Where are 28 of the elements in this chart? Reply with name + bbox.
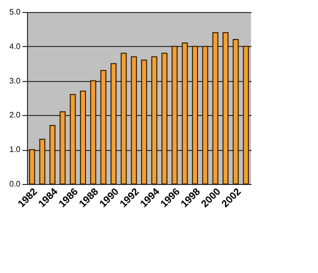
y-tick-label: 1.0 [9, 145, 22, 154]
bar [110, 63, 117, 184]
bar [130, 56, 137, 184]
bar [182, 42, 188, 184]
bar [222, 32, 229, 184]
bar [49, 125, 56, 184]
bar [70, 94, 76, 184]
bar [39, 138, 46, 184]
bar [192, 46, 198, 184]
bar [120, 52, 127, 184]
bar [151, 56, 158, 184]
bar [202, 46, 208, 184]
y-tick-label: 5.0 [9, 8, 22, 16]
y-tick-label: 4.0 [9, 42, 22, 51]
bar [90, 80, 96, 184]
bar [80, 90, 86, 184]
bar [172, 46, 178, 184]
bar [161, 52, 168, 184]
bar [232, 39, 239, 184]
y-tick-label: 0.0 [9, 180, 22, 188]
bar [212, 32, 218, 184]
bar [29, 149, 36, 184]
bar [141, 60, 148, 184]
bar [242, 46, 249, 184]
bar [100, 70, 106, 184]
bar [60, 111, 66, 184]
y-tick-label: 3.0 [9, 76, 22, 86]
y-tick-label: 2.0 [9, 110, 22, 120]
